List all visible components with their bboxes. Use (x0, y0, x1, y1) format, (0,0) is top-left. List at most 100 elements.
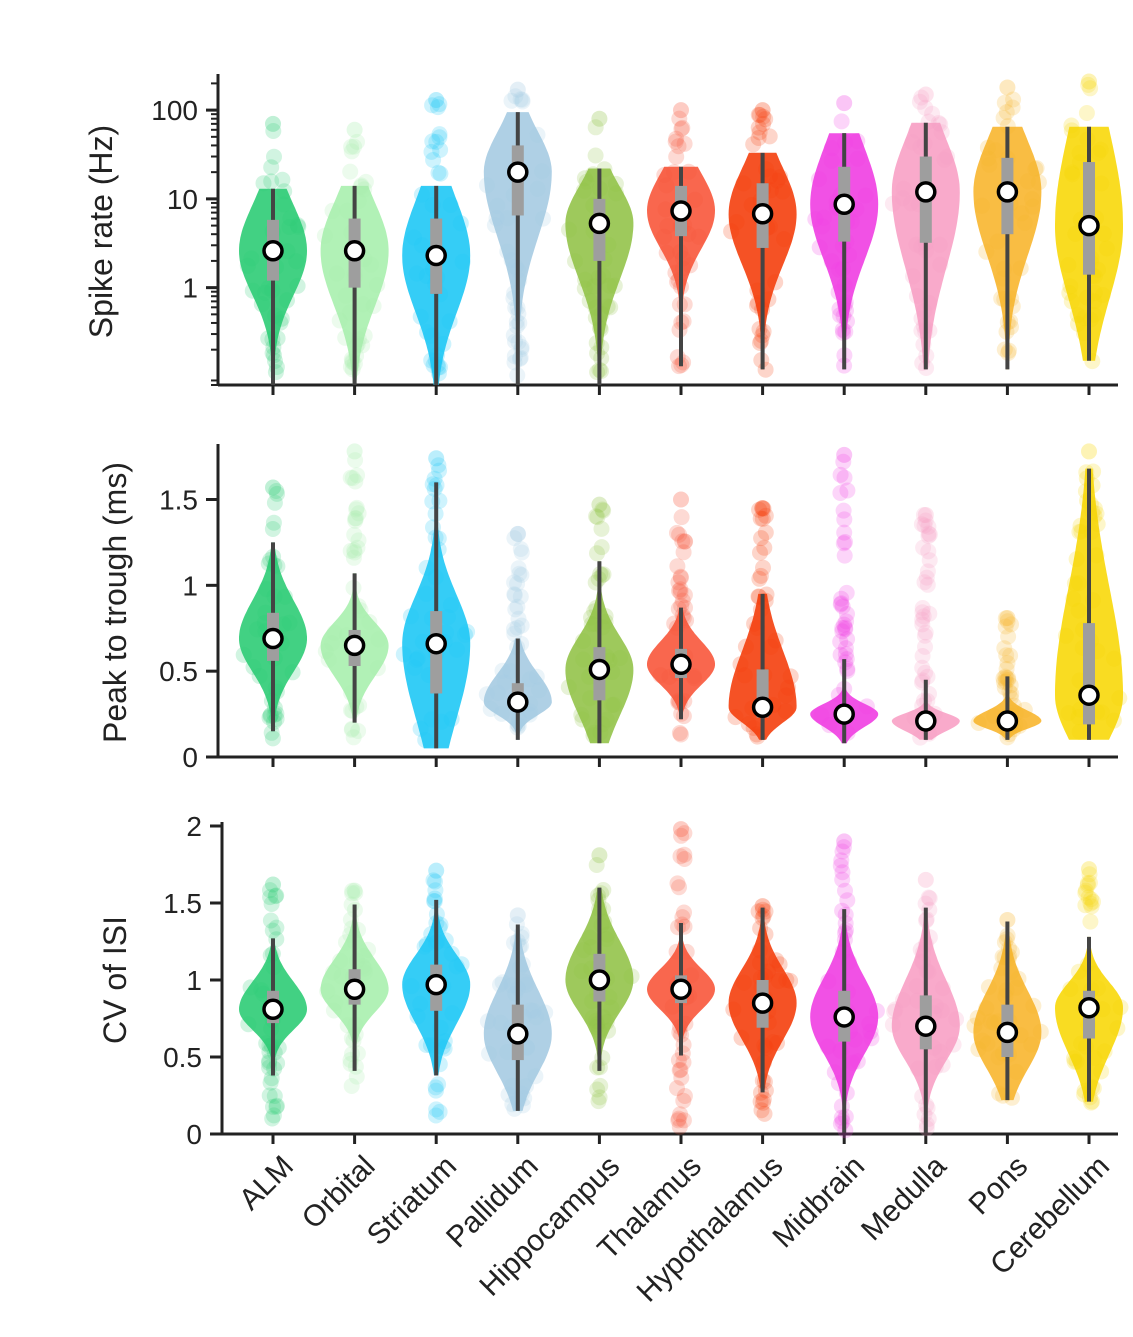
data-point (1077, 882, 1094, 899)
violin-Hippocampus (565, 847, 640, 1144)
data-point (350, 505, 367, 522)
data-point (823, 253, 840, 270)
data-point (325, 1002, 342, 1019)
data-point (887, 1001, 904, 1018)
data-point (589, 1081, 606, 1098)
data-point (266, 1088, 283, 1104)
data-point (516, 1090, 533, 1107)
data-point (492, 976, 508, 993)
data-point (746, 615, 763, 632)
data-point (849, 150, 866, 167)
data-point (915, 608, 932, 625)
data-point (268, 483, 285, 499)
y-tick-label: 1 (182, 273, 198, 304)
data-point (518, 976, 535, 993)
violin-Medulla (891, 506, 960, 767)
data-point (1083, 898, 1100, 915)
data-point (919, 563, 936, 580)
data-point (408, 651, 425, 668)
data-point (349, 133, 365, 150)
data-point (751, 501, 768, 518)
data-point (413, 186, 430, 203)
data-point (886, 1003, 903, 1020)
data-point (908, 122, 925, 139)
data-point (265, 1107, 282, 1124)
data-point (903, 195, 919, 212)
data-point (927, 1059, 944, 1075)
data-point (1078, 464, 1095, 481)
data-point (326, 624, 343, 641)
median-marker (751, 696, 774, 718)
data-point (436, 1033, 453, 1050)
median-marker (588, 658, 611, 681)
max-point (591, 847, 608, 864)
data-point (768, 952, 785, 969)
data-point (931, 236, 948, 253)
data-point (666, 615, 683, 632)
data-point (997, 618, 1014, 635)
data-point (920, 528, 937, 545)
data-point (356, 964, 373, 981)
data-point (575, 942, 592, 959)
data-point (528, 1009, 545, 1026)
median-marker (343, 978, 366, 1000)
data-point (725, 1001, 742, 1018)
y-axis-label: Spike rate (Hz) (83, 125, 119, 338)
violin-Medulla (884, 871, 965, 1144)
max-point (346, 121, 363, 138)
data-point (427, 873, 443, 890)
data-point (452, 215, 469, 232)
data-point (675, 708, 692, 725)
data-point (672, 1106, 689, 1123)
data-point (279, 243, 296, 260)
max-point (509, 525, 526, 542)
data-point (432, 165, 449, 182)
data-point (669, 558, 686, 575)
data-point (521, 671, 538, 688)
data-point (863, 1030, 880, 1047)
data-point (406, 229, 423, 246)
data-point (320, 651, 337, 668)
violin-Pallidum (479, 907, 554, 1144)
data-point (496, 674, 513, 691)
data-point (1080, 76, 1097, 93)
data-point (690, 228, 707, 245)
data-point (574, 711, 591, 728)
data-point (599, 926, 616, 943)
data-point (685, 668, 702, 685)
data-point (919, 576, 936, 593)
max-point (999, 79, 1016, 96)
data-point (514, 91, 531, 108)
data-point (573, 706, 590, 723)
data-point (587, 147, 604, 164)
data-point (837, 646, 854, 663)
data-point (349, 539, 366, 556)
category-label: Hippocampus (473, 1150, 626, 1303)
data-point (529, 180, 546, 197)
data-point (345, 729, 362, 746)
data-point (437, 932, 454, 949)
data-point (993, 290, 1010, 307)
data-point (1027, 161, 1044, 177)
data-point (575, 182, 592, 199)
data-point (668, 130, 685, 147)
data-point (1023, 1036, 1040, 1053)
data-point (598, 711, 615, 728)
data-point (585, 166, 602, 183)
data-point (999, 118, 1016, 135)
data-point (349, 467, 366, 484)
median-marker (588, 212, 611, 235)
data-point (346, 138, 363, 155)
data-point (332, 952, 349, 969)
max-point (999, 911, 1016, 928)
data-point (672, 726, 689, 743)
data-point (418, 559, 435, 576)
data-point (932, 116, 949, 133)
data-point (1065, 590, 1082, 607)
data-point (427, 882, 444, 899)
data-point (339, 1017, 356, 1034)
data-point (769, 1035, 785, 1051)
data-point (917, 99, 934, 116)
data-point (1112, 999, 1129, 1016)
data-point (757, 361, 774, 378)
